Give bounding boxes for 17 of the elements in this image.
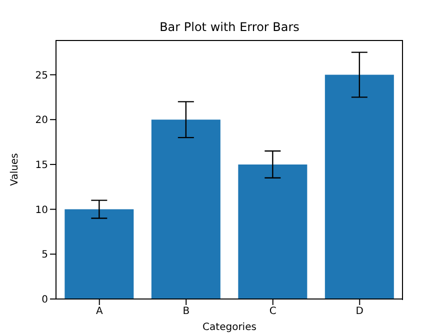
bar [324,74,394,299]
x-tick-label: B [182,306,190,318]
y-tick-label: 5 [42,250,48,261]
bar [64,209,134,299]
bar [238,164,308,299]
y-tick-label: 0 [42,294,48,306]
chart-title: Bar Plot with Error Bars [158,20,300,34]
x-axis-title: Categories [202,322,256,333]
x-tick-label: C [269,306,276,318]
y-tick-label: 25 [35,70,48,82]
bar [151,120,220,299]
x-tick-label: A [96,306,103,318]
y-tick-label: 15 [35,160,48,172]
y-tick-label: 10 [35,204,48,216]
x-tick-label: D [356,306,364,318]
y-axis-title: Values [10,153,21,186]
y-tick-label: 20 [35,115,48,126]
